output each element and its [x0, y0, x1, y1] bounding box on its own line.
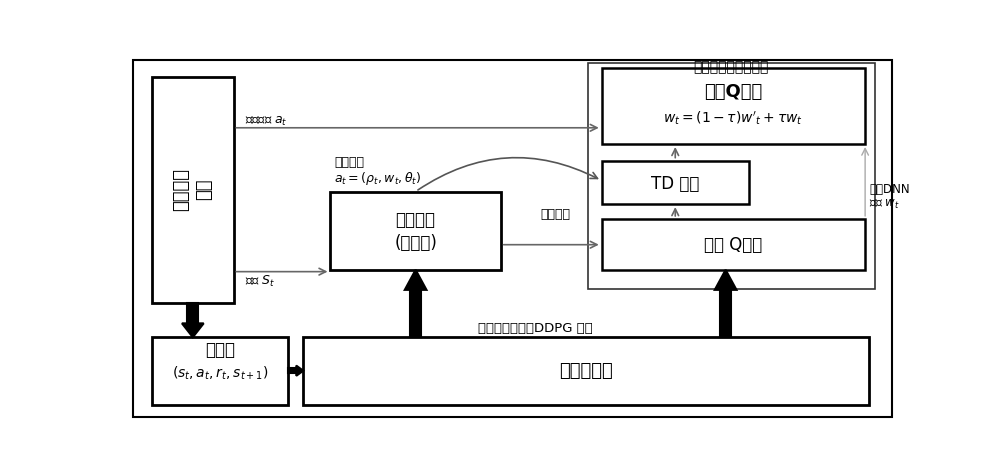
Polygon shape — [715, 270, 736, 290]
Polygon shape — [405, 270, 426, 290]
Text: 策略网络: 策略网络 — [396, 211, 436, 229]
Text: $w_t=(1-\tau)w'_t+\tau w_t$: $w_t=(1-\tau)w'_t+\tau w_t$ — [663, 110, 803, 128]
Bar — [410, 290, 421, 337]
Bar — [602, 219, 865, 270]
Bar — [303, 337, 869, 404]
Text: 价値网络（评价者）: 价値网络（评价者） — [693, 60, 769, 74]
Text: TD 误差: TD 误差 — [651, 175, 699, 193]
FancyArrowPatch shape — [418, 158, 597, 190]
Text: 执行动作 $a_t$: 执行动作 $a_t$ — [245, 115, 288, 128]
Text: 通过小批量进行DDPG 训练: 通过小批量进行DDPG 训练 — [478, 322, 593, 334]
Text: 更新动作: 更新动作 — [334, 156, 364, 169]
Text: 在线 Q网络: 在线 Q网络 — [704, 236, 763, 254]
Text: 策略梯度: 策略梯度 — [540, 208, 570, 220]
Text: $(s_t,a_t,r_t,s_{t+1})$: $(s_t,a_t,r_t,s_{t+1})$ — [172, 365, 268, 382]
Text: 复制DNN: 复制DNN — [869, 183, 910, 196]
Text: $a_t = (\rho_t, w_t, \theta_t)$: $a_t = (\rho_t, w_t, \theta_t)$ — [334, 170, 422, 187]
Text: 目标Q网络: 目标Q网络 — [704, 83, 763, 101]
Text: 新样本: 新样本 — [205, 342, 235, 359]
Polygon shape — [296, 366, 303, 376]
Bar — [330, 192, 501, 270]
Bar — [588, 63, 875, 289]
Text: 状态 $S_t$: 状态 $S_t$ — [245, 274, 276, 289]
Bar — [720, 290, 731, 337]
Bar — [602, 68, 865, 144]
Text: 经验回放池: 经验回放池 — [559, 362, 613, 380]
Text: (执行者): (执行者) — [394, 234, 437, 252]
Text: 参数 $w_t$: 参数 $w_t$ — [869, 198, 900, 211]
Bar — [152, 77, 234, 303]
Bar — [288, 368, 296, 373]
Bar — [602, 160, 749, 204]
Bar — [187, 303, 198, 324]
Bar — [152, 337, 288, 404]
Text: 光控智能
装置: 光控智能 装置 — [172, 168, 214, 211]
Polygon shape — [182, 324, 204, 337]
